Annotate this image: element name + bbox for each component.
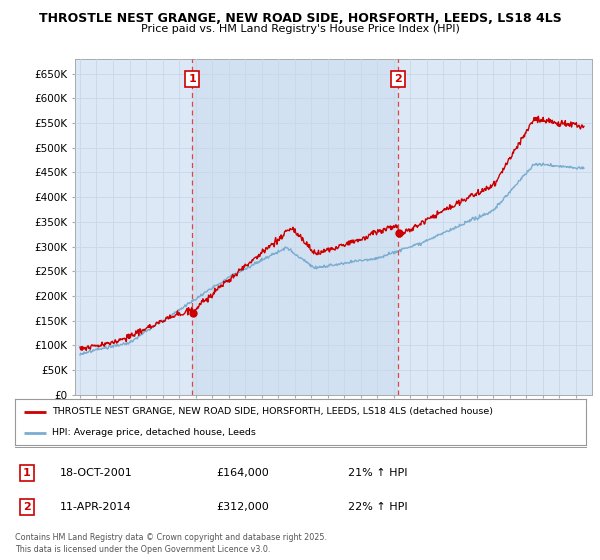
Text: Contains HM Land Registry data © Crown copyright and database right 2025.
This d: Contains HM Land Registry data © Crown c…	[15, 533, 327, 554]
Text: 1: 1	[188, 74, 196, 84]
Text: THROSTLE NEST GRANGE, NEW ROAD SIDE, HORSFORTH, LEEDS, LS18 4LS: THROSTLE NEST GRANGE, NEW ROAD SIDE, HOR…	[38, 12, 562, 25]
Text: £312,000: £312,000	[216, 502, 269, 512]
Text: 18-OCT-2001: 18-OCT-2001	[60, 468, 133, 478]
Text: 11-APR-2014: 11-APR-2014	[60, 502, 131, 512]
Text: HPI: Average price, detached house, Leeds: HPI: Average price, detached house, Leed…	[52, 428, 256, 437]
Text: 1: 1	[23, 468, 31, 478]
Bar	[193, 59, 398, 395]
Text: THROSTLE NEST GRANGE, NEW ROAD SIDE, HORSFORTH, LEEDS, LS18 4LS (detached house): THROSTLE NEST GRANGE, NEW ROAD SIDE, HOR…	[52, 407, 493, 416]
Text: Price paid vs. HM Land Registry's House Price Index (HPI): Price paid vs. HM Land Registry's House …	[140, 24, 460, 34]
Text: 21% ↑ HPI: 21% ↑ HPI	[348, 468, 407, 478]
Text: 2: 2	[23, 502, 31, 512]
Text: 22% ↑ HPI: 22% ↑ HPI	[348, 502, 407, 512]
Text: 2: 2	[394, 74, 402, 84]
Text: £164,000: £164,000	[216, 468, 269, 478]
